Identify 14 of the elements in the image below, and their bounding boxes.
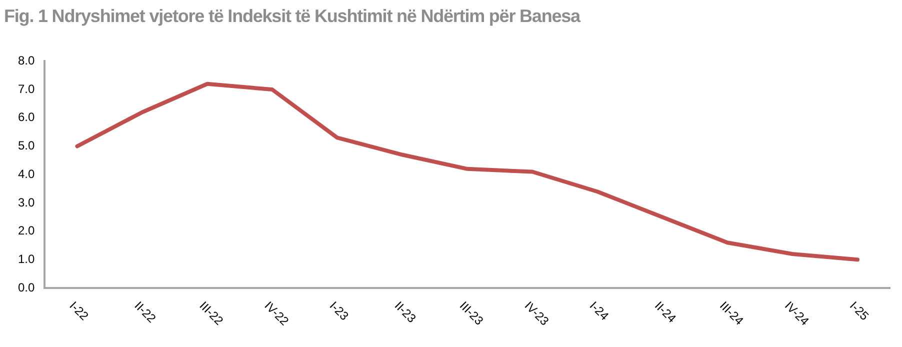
x-tick-label: I-22 (66, 298, 92, 324)
y-tick-label: 8.0 (18, 54, 35, 68)
y-tick-label: 1.0 (18, 252, 35, 266)
y-tick-label: 5.0 (18, 138, 35, 153)
y-tick-label: 6.0 (18, 110, 35, 124)
chart-title: Fig. 1 Ndryshimet vjetore të Indeksit të Kushtimit në Ndërtim për Banesa (4, 6, 580, 27)
x-tick-label: I-24 (586, 298, 612, 324)
x-tick-label: I-23 (326, 298, 352, 324)
y-tick-label: 2.0 (18, 224, 35, 238)
y-tick-label: 7.0 (18, 82, 35, 96)
x-tick-label: I-25 (847, 298, 872, 324)
y-tick-label: 4.0 (18, 166, 35, 181)
y-tick-label: 0.0 (18, 280, 35, 294)
y-tick-label: 3.0 (18, 195, 35, 210)
